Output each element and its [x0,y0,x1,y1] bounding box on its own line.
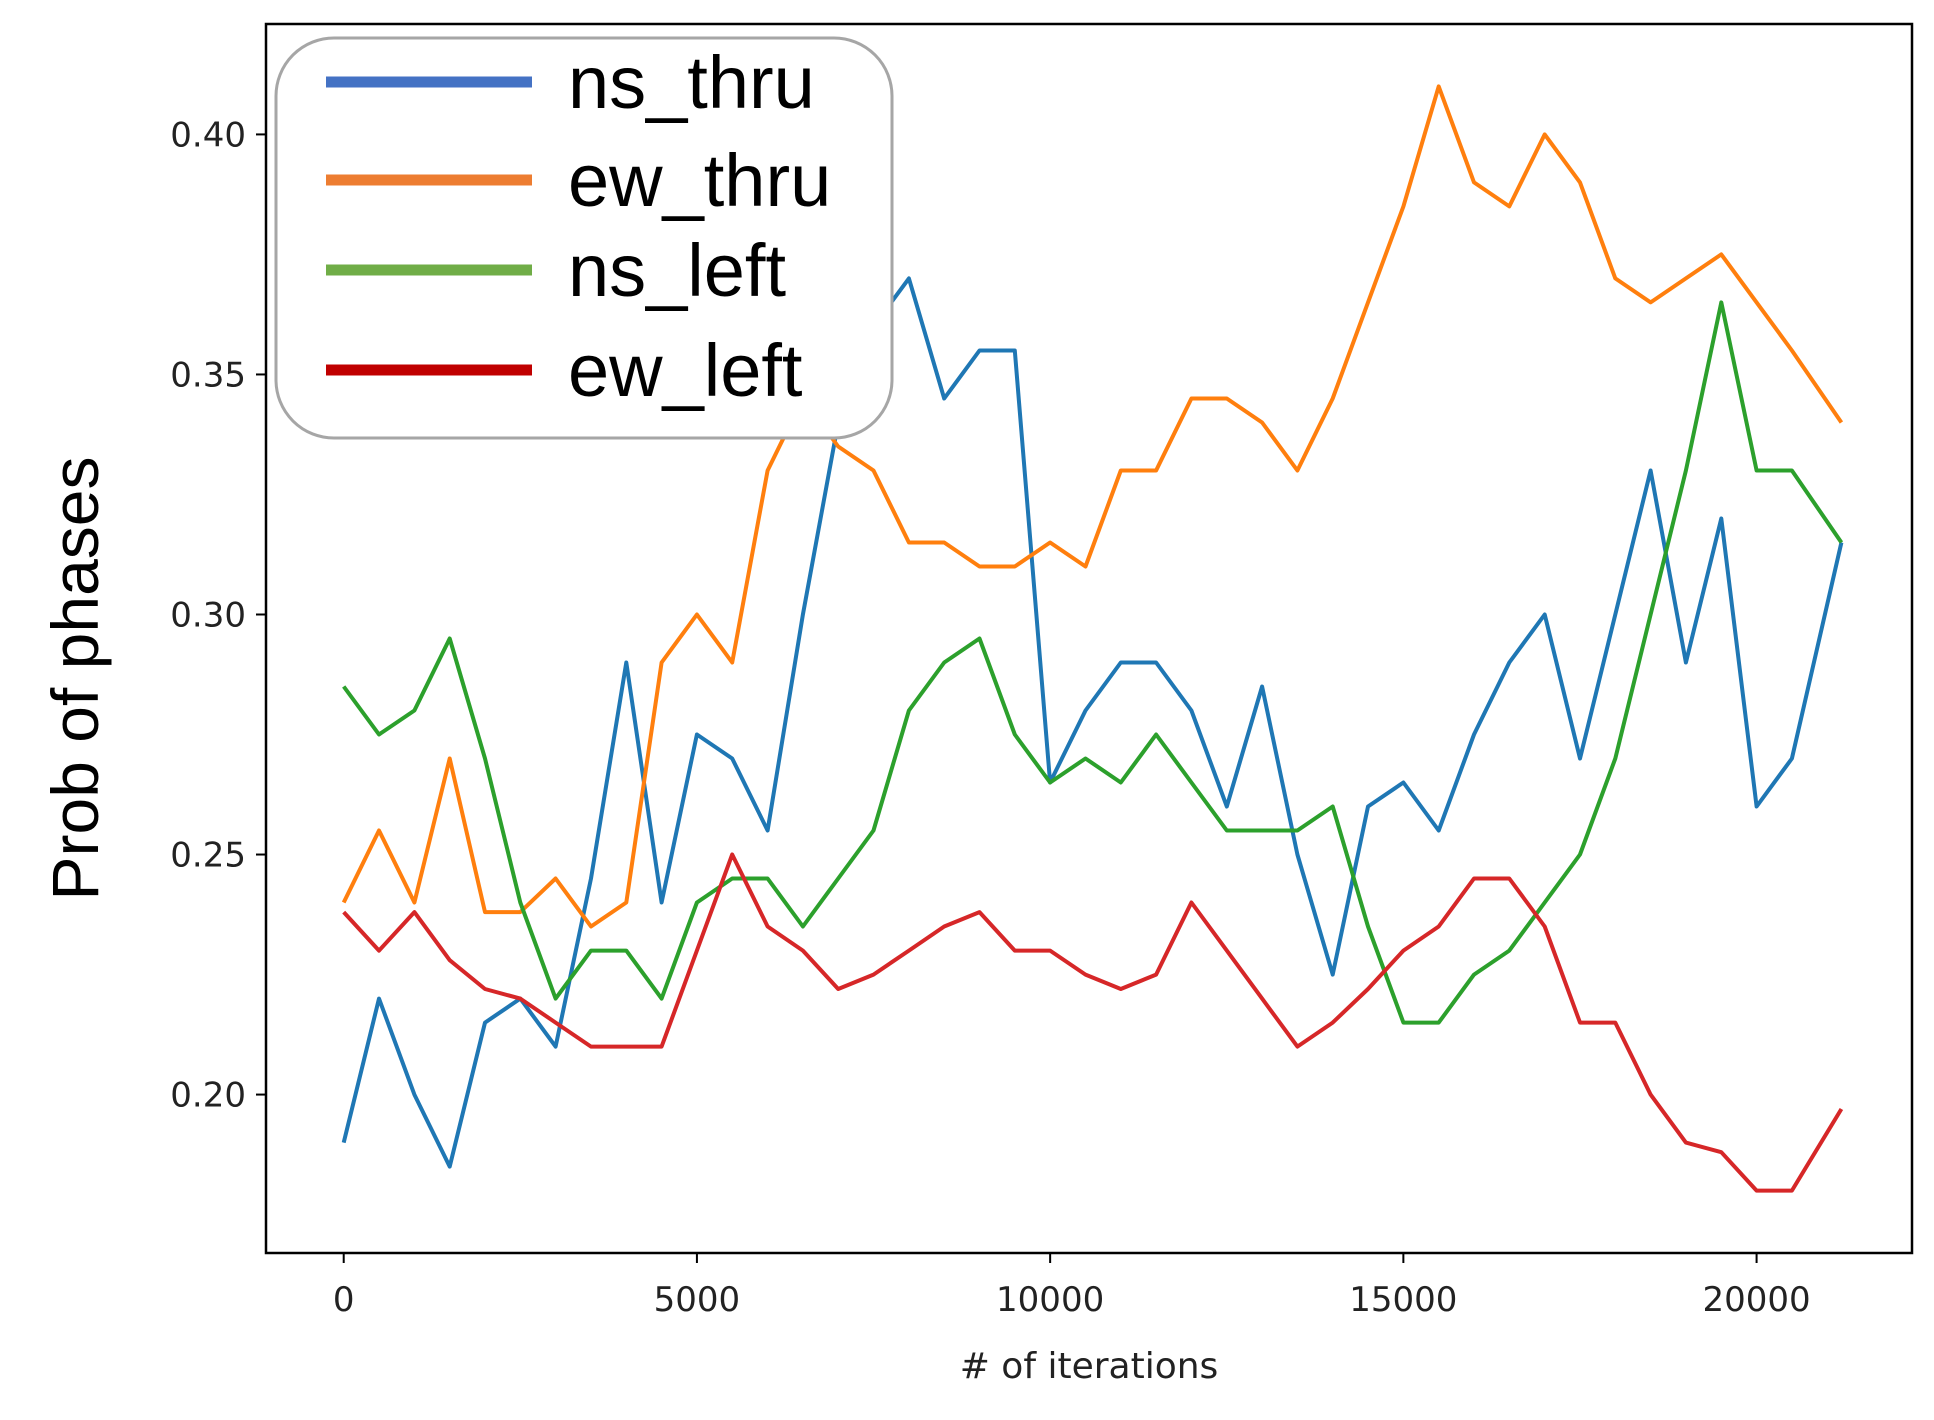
x-tick-label: 5000 [654,1280,741,1320]
y-tick-label: 0.30 [170,595,246,635]
x-axis-label: # of iterations [960,1346,1219,1387]
x-tick-label: 0 [333,1280,355,1320]
legend-box [274,36,894,440]
series-line-ns_left [342,300,1844,1025]
y-tick-label: 0.20 [170,1076,246,1116]
series-line-ew_thru [341,84,1844,929]
y-axis-label: Prob of phases [38,457,112,901]
legend-label-ns_left: ns_left [568,229,786,312]
legend-label-ns_thru: ns_thru [568,41,815,124]
y-tick-label: 0.25 [170,836,246,876]
y-axis: 0.20 0.25 0.30 0.35 0.40 [170,115,266,1116]
legend-label-ew_left: ew_left [568,329,803,412]
y-tick-label: 0.40 [170,115,246,155]
series-line-ew_left [342,852,1844,1193]
legend-label-ew_thru: ew_thru [568,139,831,222]
plot-frame [264,22,1914,1255]
x-tick-label: 20000 [1702,1280,1810,1320]
x-tick-label: 15000 [1349,1280,1457,1320]
x-axis: 0 5000 10000 15000 20000 [333,1253,1811,1320]
series-line-ns_thru [341,276,1844,1169]
plot-lines [341,84,1844,1193]
y-tick-label: 0.35 [170,355,246,395]
x-tick-label: 10000 [996,1280,1104,1320]
